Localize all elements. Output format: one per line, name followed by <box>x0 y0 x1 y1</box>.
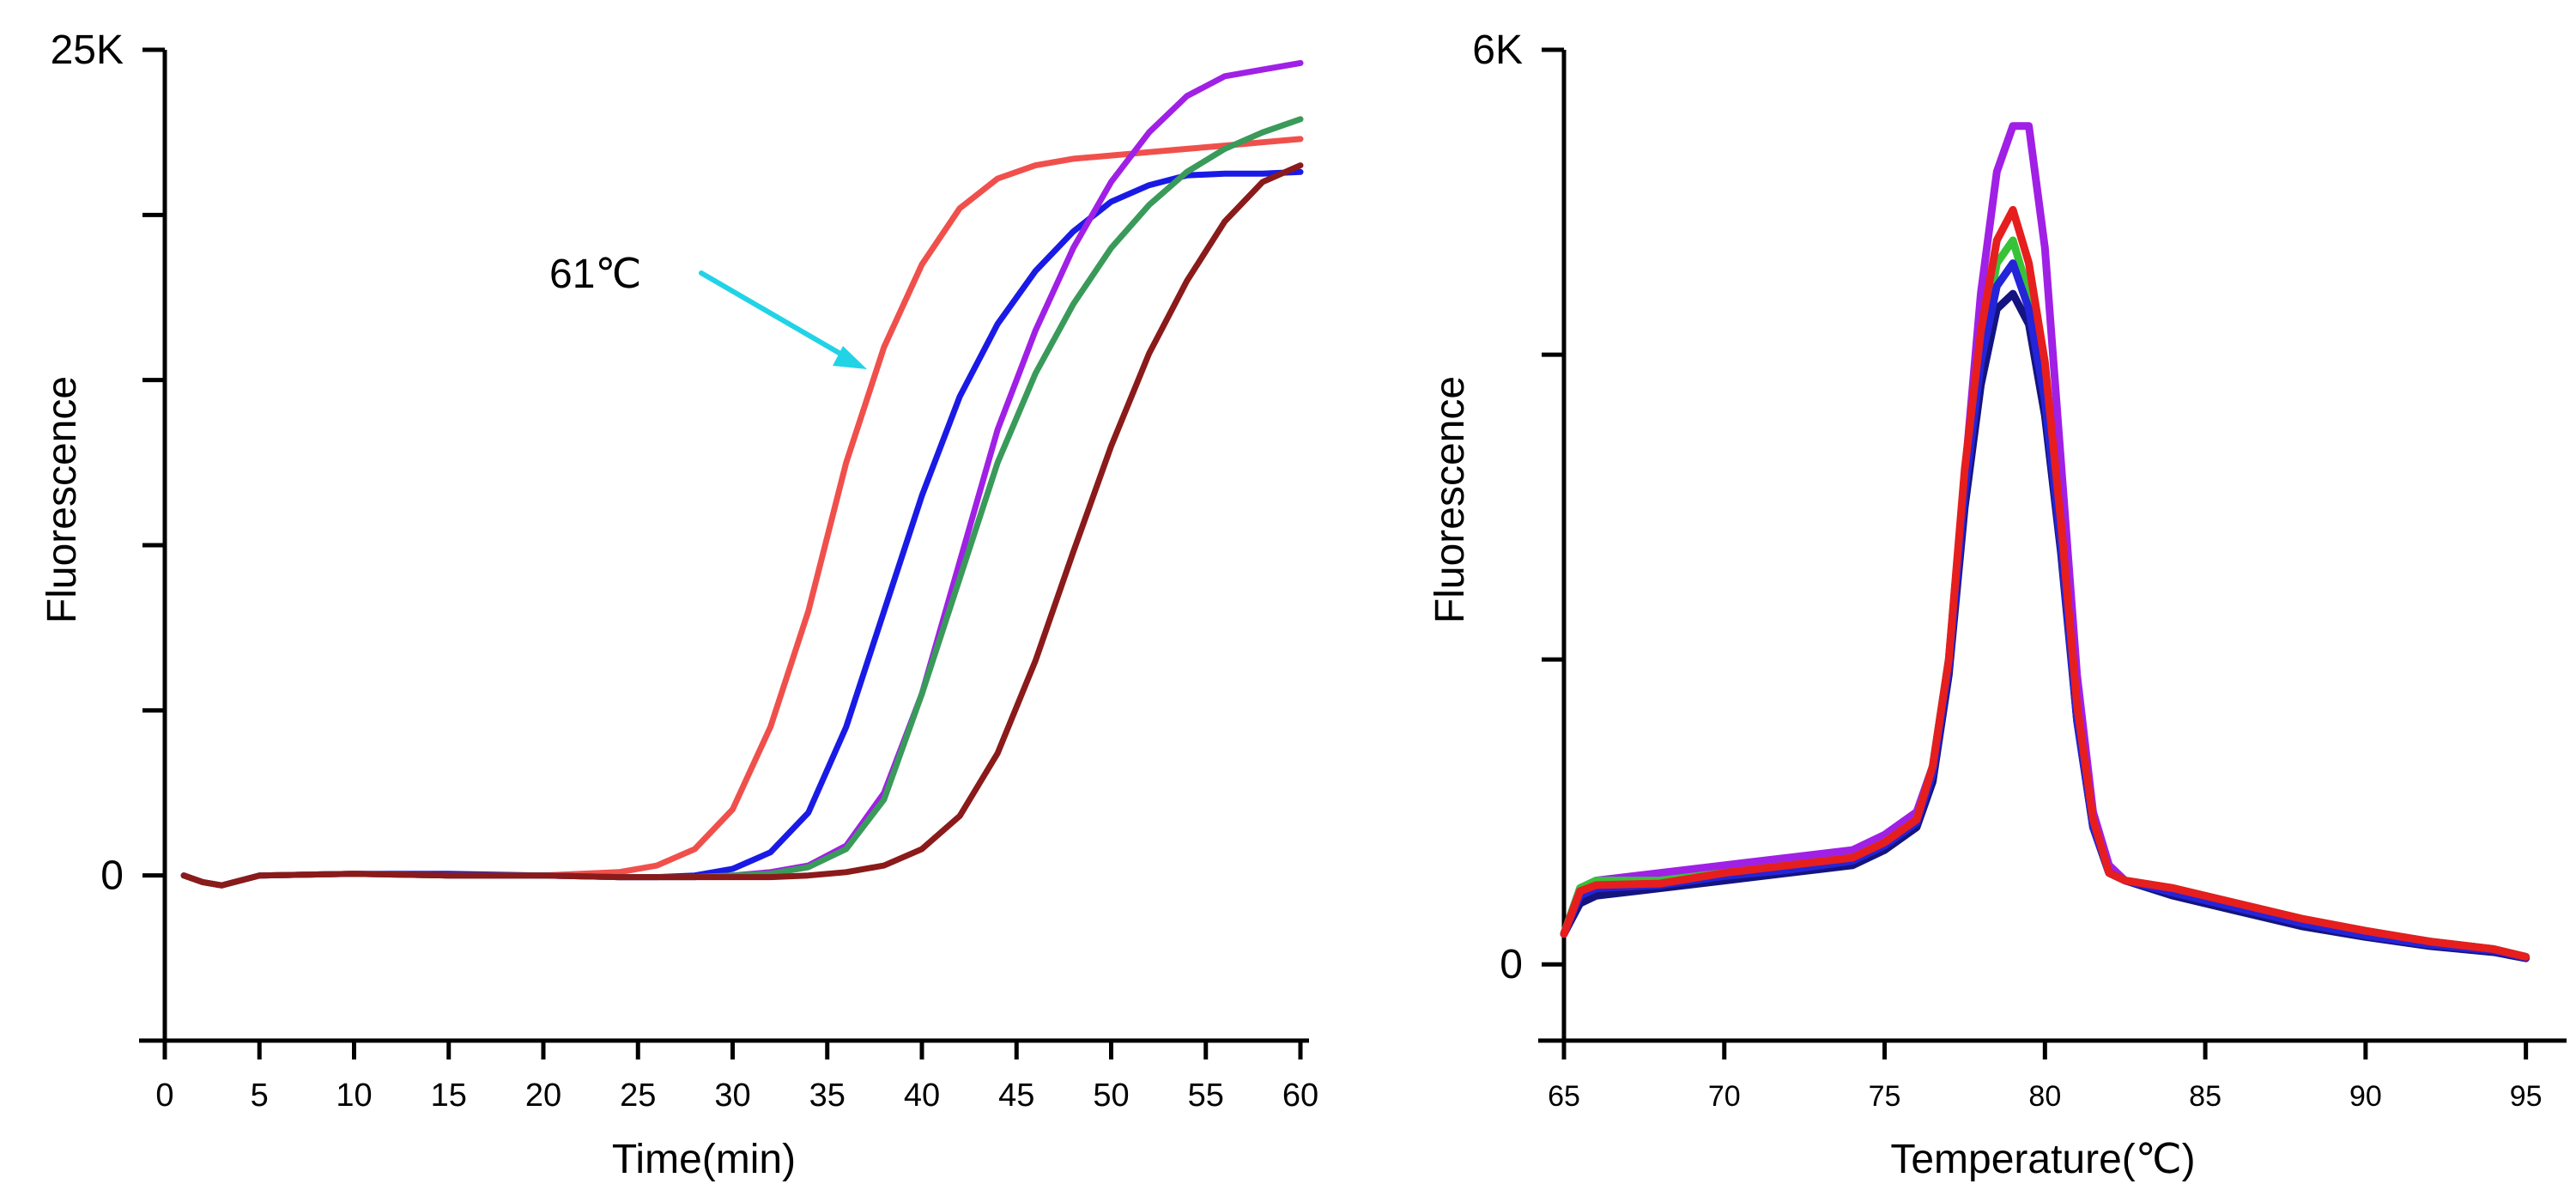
melt-x-axis-title: Temperature(℃) <box>1890 1137 2195 1182</box>
melt-x-tick-label: 70 <box>1708 1080 1741 1113</box>
amplification-x-tick-label: 30 <box>714 1078 750 1114</box>
amplification-series-line-series-blue <box>180 168 1304 889</box>
amplification-x-tick-label: 45 <box>998 1078 1034 1114</box>
amplification-x-tick-label: 35 <box>809 1078 846 1114</box>
amplification-y-tick-label: 0 <box>100 853 124 899</box>
amplification-x-tick-label: 10 <box>336 1078 372 1114</box>
amplification-x-tick-label: 60 <box>1282 1078 1318 1114</box>
amplification-x-tick-label: 20 <box>525 1078 561 1114</box>
annotation-arrow-line <box>699 270 855 363</box>
amplification-x-tick-label: 50 <box>1093 1078 1129 1114</box>
melt-series-line-melt-red <box>1560 205 2531 961</box>
amplification-series-line-series-purple <box>180 59 1304 889</box>
amplification-x-tick-label: 0 <box>155 1078 173 1114</box>
melt-x-tick-label: 95 <box>2510 1080 2543 1113</box>
amplification-series-line-61℃ <box>180 136 1304 889</box>
amplification-y-tick-label: 25K <box>51 27 124 73</box>
amplification-x-tick-label: 5 <box>251 1078 269 1114</box>
amplification-chart: Fluorescence Time(min) 0 25K 0 5 10 15 20 25 30 3… <box>39 27 1318 1182</box>
melt-x-tick-label: 80 <box>2028 1080 2061 1113</box>
melt-curve-chart: Fluorescence Temperature(℃) 0 6K 65 70 75 80 8… <box>1427 27 2567 1182</box>
melt-series-line-melt-purple <box>1560 122 2531 961</box>
melt-y-axis-title: Fluorescence <box>1427 376 1473 623</box>
annotation-arrow-head <box>833 346 867 369</box>
melt-x-tick-label: 85 <box>2189 1080 2221 1113</box>
melt-y-tick-label: 6K <box>1472 27 1523 73</box>
amplification-x-tick-label: 55 <box>1188 1078 1224 1114</box>
melt-x-tick-label: 75 <box>1869 1080 1901 1113</box>
amplification-series-line-series-darkred <box>180 162 1304 889</box>
melt-x-tick-label: 90 <box>2349 1080 2382 1113</box>
annotation-61C: 61℃ <box>549 252 867 369</box>
melt-x-tick-label: 65 <box>1548 1080 1580 1113</box>
amplification-x-axis-title: Time(min) <box>612 1137 796 1182</box>
amplification-x-tick-label: 40 <box>904 1078 940 1114</box>
melt-series-line-melt-blue <box>1560 259 2531 962</box>
annotation-label-61C: 61℃ <box>549 252 641 297</box>
melt-y-tick-label: 0 <box>1500 942 1523 987</box>
amplification-x-tick-label: 15 <box>431 1078 467 1114</box>
amplification-y-axis-title: Fluorescence <box>39 376 85 623</box>
amplification-x-tick-label: 25 <box>620 1078 656 1114</box>
amplification-series-line-series-green <box>180 116 1304 889</box>
